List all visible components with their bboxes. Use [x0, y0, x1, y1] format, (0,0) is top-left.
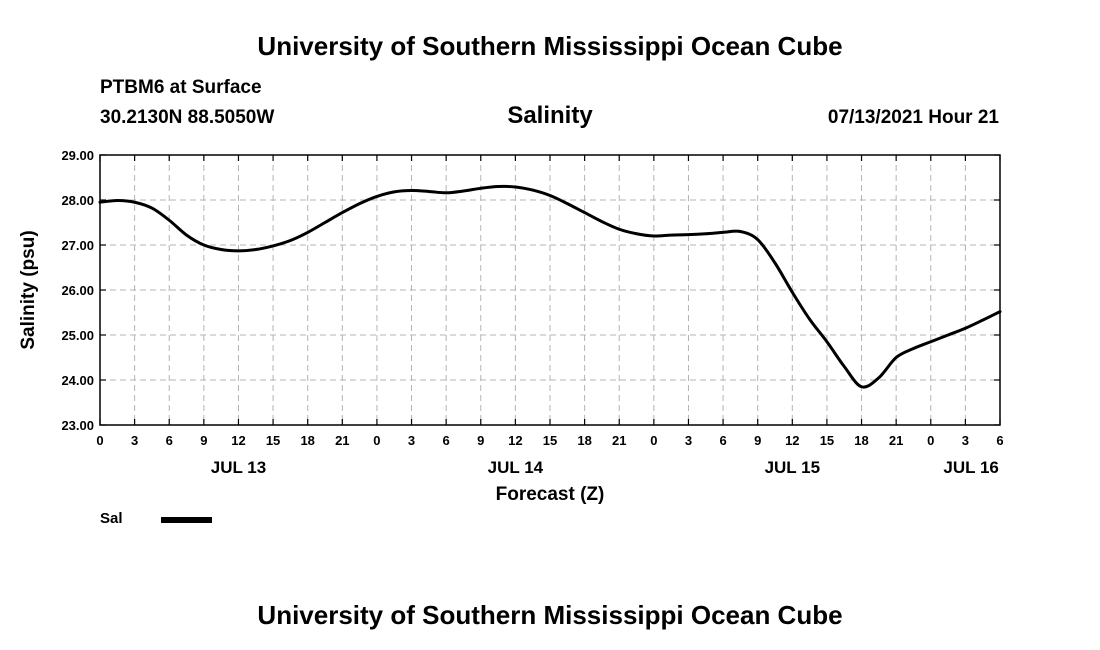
x-tick-label: 12: [508, 433, 522, 448]
x-tick-label: 18: [300, 433, 314, 448]
x-tick-label: 18: [854, 433, 868, 448]
x-tick-label: 0: [927, 433, 934, 448]
plot-frame: [99, 154, 1001, 426]
x-tick-label: 3: [685, 433, 692, 448]
legend-label: Sal: [100, 510, 123, 527]
series-line-sal: [98, 184, 1002, 389]
x-axis-title: Forecast (Z): [496, 484, 605, 505]
x-tick-label: 18: [577, 433, 591, 448]
day-label: JUL 13: [211, 458, 266, 477]
day-label: JUL 16: [943, 458, 998, 477]
x-tick-label: 15: [266, 433, 280, 448]
x-tick-label: 12: [231, 433, 245, 448]
station-label: PTBM6 at Surface: [100, 77, 262, 98]
x-tick-label: 0: [373, 433, 380, 448]
x-tick-label: 21: [889, 433, 903, 448]
x-tick-label: 12: [785, 433, 799, 448]
axis-ticks: [99, 154, 1001, 426]
y-tick-label: 27.00: [61, 238, 94, 253]
x-tick-label: 6: [996, 433, 1003, 448]
y-tick-label: 23.00: [61, 418, 94, 433]
x-tick-label: 3: [408, 433, 415, 448]
day-label: JUL 15: [765, 458, 820, 477]
x-tick-label: 21: [335, 433, 349, 448]
forecast-timestamp: 07/13/2021 Hour 21: [827, 107, 999, 128]
x-tick-label: 9: [477, 433, 484, 448]
bottom-title: University of Southern Mississippi Ocean…: [257, 600, 843, 630]
y-tick-label: 29.00: [61, 148, 94, 163]
y-tick-label: 25.00: [61, 328, 94, 343]
x-tick-label: 9: [754, 433, 761, 448]
y-axis-title: Salinity (psu): [18, 230, 39, 349]
day-label: JUL 14: [488, 458, 544, 477]
x-tick-label: 21: [612, 433, 626, 448]
x-tick-label: 6: [719, 433, 726, 448]
x-tick-label: 6: [443, 433, 450, 448]
axis-labels: 23.00 24.00 25.00 26.00 27.00 28.00 29.00 0 3 6 9 1…: [61, 148, 1003, 477]
y-tick-label: 26.00: [61, 283, 94, 298]
top-title: University of Southern Mississippi Ocean…: [257, 31, 843, 61]
chart-title: Salinity: [507, 102, 593, 129]
x-tick-label: 15: [820, 433, 834, 448]
y-tick-label: 28.00: [61, 193, 94, 208]
x-tick-label: 6: [166, 433, 173, 448]
x-tick-label: 9: [200, 433, 207, 448]
x-tick-label: 0: [96, 433, 103, 448]
x-tick-label: 15: [543, 433, 557, 448]
x-tick-label: 3: [962, 433, 969, 448]
x-tick-label: 0: [650, 433, 657, 448]
x-tick-label: 3: [131, 433, 138, 448]
grid: [100, 155, 1000, 425]
station-coordinates: 30.2130N 88.5050W: [100, 107, 275, 128]
series-layer: [98, 184, 1002, 389]
y-tick-label: 24.00: [61, 373, 94, 388]
